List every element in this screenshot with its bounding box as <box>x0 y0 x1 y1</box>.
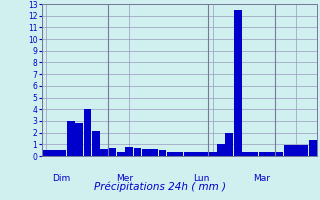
Bar <box>192 152 200 156</box>
Bar <box>75 123 83 156</box>
Text: Lun: Lun <box>193 174 209 183</box>
Bar <box>200 152 208 156</box>
Bar <box>225 133 233 156</box>
Bar <box>167 152 175 156</box>
Bar <box>125 147 133 156</box>
Bar <box>50 150 58 156</box>
Text: Mer: Mer <box>116 174 133 183</box>
Bar <box>284 145 292 156</box>
Bar <box>92 131 100 156</box>
Text: Précipitations 24h ( mm ): Précipitations 24h ( mm ) <box>94 182 226 192</box>
Bar <box>159 150 166 156</box>
Bar <box>184 152 191 156</box>
Bar <box>67 121 75 156</box>
Bar <box>175 152 183 156</box>
Bar <box>209 152 217 156</box>
Bar <box>242 152 250 156</box>
Bar <box>292 145 300 156</box>
Text: Dim: Dim <box>52 174 71 183</box>
Bar <box>117 152 125 156</box>
Bar <box>275 152 283 156</box>
Text: Mar: Mar <box>253 174 270 183</box>
Bar <box>234 10 242 156</box>
Bar <box>100 149 108 156</box>
Bar <box>42 150 50 156</box>
Bar <box>142 149 150 156</box>
Bar <box>259 152 267 156</box>
Bar <box>108 148 116 156</box>
Bar <box>84 109 92 156</box>
Bar <box>59 150 67 156</box>
Bar <box>150 149 158 156</box>
Bar <box>217 144 225 156</box>
Bar <box>250 152 258 156</box>
Bar <box>309 140 316 156</box>
Bar <box>133 148 141 156</box>
Bar <box>267 152 275 156</box>
Bar <box>300 145 308 156</box>
